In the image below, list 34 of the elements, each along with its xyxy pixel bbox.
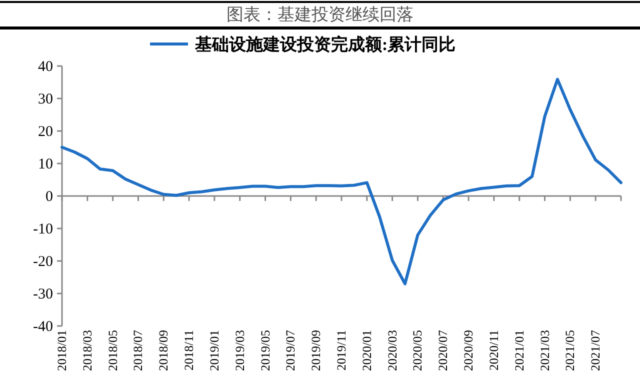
x-tick-label: 2018/07 <box>131 330 146 371</box>
x-tick-label: 2018/01 <box>55 330 69 371</box>
x-tick-label: 2019/03 <box>232 330 247 371</box>
x-tick-label: 2020/01 <box>360 330 374 371</box>
y-tick-label: -20 <box>33 254 53 270</box>
y-tick-label: -40 <box>33 319 53 335</box>
x-tick-label: 2021/03 <box>538 330 552 371</box>
x-tick-label: 2021/05 <box>563 330 578 371</box>
chart-title: 图表：基建投资继续回落 <box>226 5 414 24</box>
x-tick-label: 2018/03 <box>80 330 94 371</box>
x-tick-label: 2018/09 <box>156 330 171 371</box>
x-tick-label: 2020/09 <box>462 330 476 371</box>
y-tick-label: 0 <box>46 189 53 205</box>
x-tick-label: 2018/05 <box>106 330 120 371</box>
x-tick-label: 2021/07 <box>588 330 603 371</box>
x-tick-label: 2018/11 <box>182 330 196 371</box>
x-tick-label: 2020/03 <box>385 330 400 371</box>
legend-label: 基础设施建设投资完成额:累计同比 <box>194 35 456 54</box>
x-tick-label: 2020/11 <box>486 330 501 371</box>
x-tick-label: 2021/01 <box>512 330 526 371</box>
x-tick-label: 2019/11 <box>334 330 348 371</box>
x-tick-label: 2019/09 <box>309 330 324 371</box>
y-tick-label: 30 <box>38 92 53 108</box>
x-tick-label: 2019/07 <box>284 330 298 371</box>
y-tick-label: 10 <box>38 156 53 172</box>
y-tick-label: 20 <box>38 124 53 140</box>
x-tick-label: 2019/05 <box>258 330 272 371</box>
y-tick-label: 40 <box>38 59 53 75</box>
x-tick-label: 2020/05 <box>410 330 425 371</box>
line-series <box>60 78 622 286</box>
x-tick-label: 2019/01 <box>207 330 222 371</box>
x-tick-label: 2020/07 <box>436 330 450 371</box>
y-tick-label: -30 <box>33 286 53 302</box>
y-tick-label: -10 <box>33 222 53 238</box>
